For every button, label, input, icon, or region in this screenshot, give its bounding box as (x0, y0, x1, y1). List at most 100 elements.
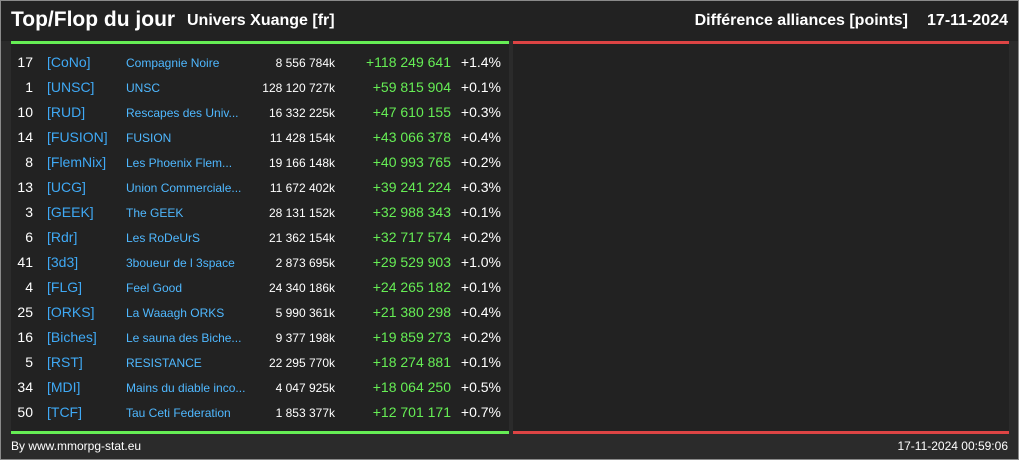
percent-change: +0.1% (460, 279, 501, 295)
alliance-points: 8 556 784k (275, 56, 335, 70)
alliance-name: Union Commerciale... (126, 181, 242, 195)
table-row: 25 [ORKS] La Waaagh ORKS 5 990 361k +21 380 … (11, 299, 509, 324)
points-difference: +18 064 250 (372, 379, 451, 395)
percent-change: +0.4% (460, 304, 501, 320)
alliance-points: 28 131 152k (268, 206, 335, 220)
universe-label: Univers Xuange [fr] (187, 12, 335, 29)
alliance-rank: 41 (17, 254, 33, 270)
table-row: 34 [MDI] Mains du diable inco... 4 047 925k… (11, 374, 509, 399)
percent-change: +0.1% (460, 79, 501, 95)
alliance-rank: 8 (25, 154, 33, 170)
metric-label: Différence alliances [points] (694, 12, 908, 29)
percent-change: +1.4% (460, 54, 501, 70)
alliance-rank: 10 (17, 104, 33, 120)
alliance-name: Rescapes des Univ... (126, 106, 239, 120)
alliance-rank: 13 (17, 179, 33, 195)
alliance-tag: [RST] (47, 354, 83, 370)
alliance-rank: 4 (25, 279, 33, 295)
header-bar: Top/Flop du jour Univers Xuange [fr] Dif… (1, 1, 1018, 41)
alliance-tag: [CoNo] (47, 54, 91, 70)
alliance-name: The GEEK (126, 206, 184, 220)
percent-change: +0.2% (460, 329, 501, 345)
points-difference: +18 274 881 (372, 354, 451, 370)
points-difference: +32 717 574 (372, 229, 451, 245)
alliance-name: 3boueur de l 3space (126, 256, 235, 270)
alliance-rank: 3 (25, 204, 33, 220)
alliance-rank: 25 (17, 304, 33, 320)
alliance-tag: [UCG] (47, 179, 86, 195)
alliance-name: La Waaagh ORKS (126, 306, 225, 320)
alliance-tag: [UNSC] (47, 79, 95, 95)
percent-change: +0.2% (460, 229, 501, 245)
percent-change: +0.1% (460, 204, 501, 220)
alliance-points: 5 990 361k (275, 306, 335, 320)
points-difference: +40 993 765 (372, 154, 451, 170)
alliance-points: 2 873 695k (275, 256, 335, 270)
table-row: 6 [Rdr] Les RoDeUrS 21 362 154k +32 717 574 +… (11, 224, 509, 249)
percent-change: +0.3% (460, 104, 501, 120)
alliance-tag: [FlemNix] (47, 154, 107, 170)
alliance-rank: 1 (25, 79, 33, 95)
percent-change: +0.3% (460, 179, 501, 195)
generated-timestamp: 17-11-2024 00:59:06 (897, 439, 1008, 453)
table-row: 50 [TCF] Tau Ceti Federation 1 853 377k +12 … (11, 399, 509, 424)
alliance-name: RESISTANCE (126, 356, 202, 370)
alliance-tag: [FLG] (47, 279, 83, 295)
alliance-name: Les RoDeUrS (126, 231, 201, 245)
flop-panel (513, 41, 1009, 434)
alliance-points: 19 166 148k (268, 156, 335, 170)
flop-panel-top-line (513, 41, 1009, 44)
top-panel: 17 [CoNo] Compagnie Noire 8 556 784k +118 24… (11, 41, 509, 434)
alliance-points: 24 340 186k (268, 281, 335, 295)
alliance-name: FUSION (126, 131, 172, 145)
alliance-rank: 14 (17, 129, 33, 145)
points-difference: +21 380 298 (372, 304, 451, 320)
points-difference: +43 066 378 (372, 129, 451, 145)
table-row: 3 [GEEK] The GEEK 28 131 152k +32 988 343 +0.… (11, 199, 509, 224)
alliance-points: 9 377 198k (275, 331, 335, 345)
alliance-points: 11 428 154k (269, 131, 335, 145)
top-panel-bottom-line (11, 431, 509, 434)
alliance-tag: [MDI] (47, 379, 81, 395)
alliance-tag: [TCF] (47, 404, 82, 420)
alliance-tag: [ORKS] (47, 304, 95, 320)
percent-change: +0.7% (460, 404, 501, 420)
alliance-points: 16 332 225k (268, 106, 335, 120)
alliance-points: 22 295 770k (268, 356, 335, 370)
points-difference: +59 815 904 (372, 79, 451, 95)
alliance-name: Tau Ceti Federation (126, 406, 231, 420)
site-credit: By www.mmorpg-stat.eu (11, 439, 142, 453)
alliance-name: UNSC (126, 81, 161, 95)
alliance-name: Les Phoenix Flem... (126, 156, 233, 170)
alliance-rank: 16 (17, 329, 33, 345)
table-row: 4 [FLG] Feel Good 24 340 186k +24 265 182 +0.… (11, 274, 509, 299)
alliance-tag: [3d3] (47, 254, 79, 270)
table-row: 5 [RST] RESISTANCE 22 295 770k +18 274 881 +0… (11, 349, 509, 374)
alliance-rank: 5 (25, 354, 33, 370)
alliance-tag: [Biches] (47, 329, 97, 345)
alliance-points: 128 120 727k (262, 81, 335, 95)
alliance-name: Feel Good (126, 281, 183, 295)
table-row: 17 [CoNo] Compagnie Noire 8 556 784k +118 24… (11, 49, 509, 74)
points-difference: +47 610 155 (372, 104, 451, 120)
alliance-tag: [RUD] (47, 104, 86, 120)
table-row: 1 [UNSC] UNSC 128 120 727k +59 815 904 +0.1% (11, 74, 509, 99)
alliance-rank: 34 (17, 379, 33, 395)
points-difference: +32 988 343 (372, 204, 451, 220)
percent-change: +0.5% (460, 379, 501, 395)
alliance-rank: 50 (17, 404, 33, 420)
alliance-name: Mains du diable inco... (126, 381, 246, 395)
flop-panel-bottom-line (513, 431, 1009, 434)
alliance-points: 1 853 377k (275, 406, 335, 420)
points-difference: +118 249 641 (366, 54, 451, 70)
alliance-points: 4 047 925k (275, 381, 335, 395)
alliance-tag: [Rdr] (47, 229, 78, 245)
percent-change: +1.0% (460, 254, 501, 270)
table-row: 13 [UCG] Union Commerciale... 11 672 402k +3… (11, 174, 509, 199)
alliance-tag: [FUSION] (47, 129, 108, 145)
percent-change: +0.1% (460, 354, 501, 370)
points-difference: +39 241 224 (372, 179, 451, 195)
table-row: 41 [3d3] 3boueur de l 3space 2 873 695k +29 … (11, 249, 509, 274)
points-difference: +19 859 273 (372, 329, 451, 345)
